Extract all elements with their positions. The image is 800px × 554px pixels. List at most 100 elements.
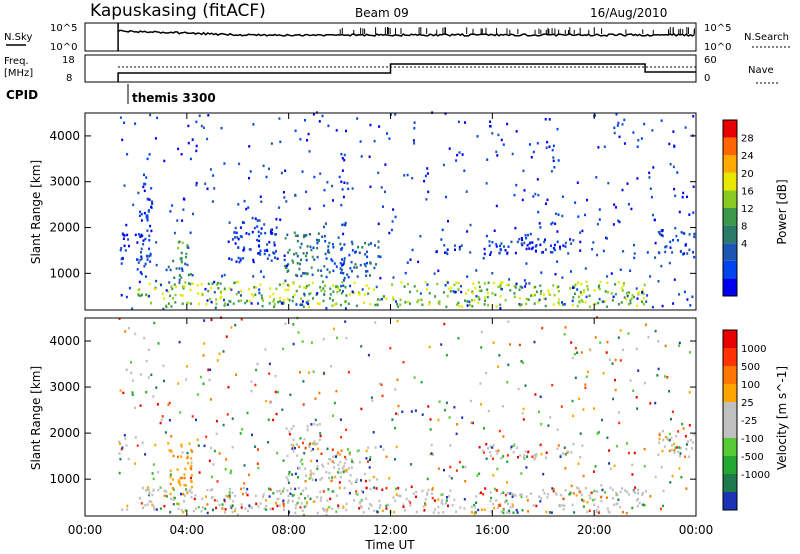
- scatter-cell: [164, 431, 167, 434]
- scatter-cell: [652, 166, 655, 169]
- data-cell: [453, 244, 456, 247]
- freq-strip-frame: [84, 54, 697, 83]
- scatter-cell: [310, 459, 313, 463]
- scatter-cell: [314, 397, 317, 400]
- scatter-cell: [450, 477, 453, 480]
- data-cell: [422, 505, 425, 508]
- scatter-cell: [125, 368, 128, 371]
- data-cell: [177, 503, 180, 506]
- data-cell: [122, 237, 125, 240]
- scatter-cell: [671, 410, 674, 413]
- scatter-cell: [297, 331, 300, 334]
- scatter-cell: [550, 170, 553, 173]
- data-cell: [144, 237, 147, 241]
- data-cell: [171, 287, 174, 291]
- data-cell: [475, 501, 478, 504]
- scatter-cell: [360, 345, 363, 348]
- scatter-cell: [524, 285, 527, 288]
- data-cell: [364, 241, 366, 245]
- data-cell: [266, 249, 269, 253]
- data-cell: [559, 245, 561, 249]
- data-cell: [342, 505, 345, 509]
- data-cell: [405, 488, 407, 491]
- data-cell: [497, 506, 500, 509]
- data-cell: [275, 217, 278, 221]
- data-cell: [219, 297, 222, 300]
- data-cell: [180, 257, 183, 260]
- data-cell: [157, 488, 160, 492]
- scatter-cell: [303, 513, 305, 517]
- scatter-cell: [146, 157, 149, 161]
- scatter-cell: [520, 242, 523, 245]
- scatter-cell: [337, 236, 340, 239]
- data-cell: [437, 505, 440, 509]
- scatter-cell: [613, 131, 616, 135]
- scatter-cell: [656, 374, 659, 377]
- data-cell: [312, 442, 315, 445]
- data-cell: [341, 188, 344, 191]
- data-cell: [593, 503, 596, 506]
- scatter-cell: [345, 468, 348, 472]
- data-cell: [228, 491, 231, 494]
- data-cell: [405, 497, 408, 501]
- scatter-cell: [225, 335, 228, 338]
- data-cell: [368, 507, 370, 510]
- data-cell: [299, 246, 302, 249]
- data-cell: [442, 493, 444, 496]
- data-cell: [277, 300, 280, 304]
- scatter-cell: [419, 292, 422, 295]
- data-cell: [431, 488, 434, 491]
- scatter-cell: [429, 418, 432, 421]
- scatter-cell: [220, 126, 223, 130]
- data-cell: [501, 281, 504, 284]
- data-cell: [354, 263, 357, 266]
- data-cell: [258, 239, 261, 243]
- scatter-cell: [445, 353, 448, 357]
- scatter-cell: [212, 174, 215, 177]
- data-cell: [521, 243, 524, 247]
- scatter-cell: [335, 389, 338, 393]
- data-cell: [678, 446, 681, 449]
- data-cell: [308, 445, 311, 449]
- scatter-cell: [396, 378, 399, 381]
- data-cell: [190, 491, 193, 494]
- scatter-cell: [119, 116, 122, 119]
- scatter-cell: [381, 394, 384, 398]
- data-cell: [692, 433, 695, 436]
- data-cell: [675, 234, 678, 238]
- data-cell: [637, 497, 640, 501]
- data-cell: [316, 467, 319, 471]
- scatter-cell: [210, 446, 212, 450]
- data-cell: [126, 233, 129, 237]
- data-cell: [213, 499, 216, 502]
- data-cell: [189, 302, 192, 305]
- scatter-cell: [332, 199, 334, 202]
- data-cell: [287, 478, 289, 482]
- scatter-cell: [502, 435, 505, 438]
- data-cell: [362, 301, 365, 304]
- data-cell: [190, 479, 193, 483]
- scatter-cell: [636, 177, 639, 180]
- data-cell: [480, 289, 483, 292]
- data-cell: [369, 302, 372, 306]
- data-cell: [540, 290, 543, 293]
- scatter-cell: [492, 341, 495, 344]
- scatter-cell: [426, 283, 429, 286]
- data-cell: [373, 266, 376, 270]
- data-cell: [525, 247, 528, 251]
- scatter-cell: [269, 230, 272, 234]
- scatter-cell: [572, 414, 575, 418]
- data-cell: [585, 280, 588, 283]
- scatter-cell: [360, 499, 363, 502]
- data-cell: [492, 443, 495, 447]
- data-cell: [581, 493, 583, 497]
- data-cell: [346, 273, 349, 276]
- data-cell: [175, 285, 178, 289]
- data-cell: [228, 287, 231, 290]
- scatter-cell: [189, 157, 192, 161]
- scatter-cell: [321, 114, 324, 118]
- data-cell: [317, 239, 320, 243]
- scatter-cell: [206, 137, 209, 141]
- scatter-cell: [139, 210, 142, 214]
